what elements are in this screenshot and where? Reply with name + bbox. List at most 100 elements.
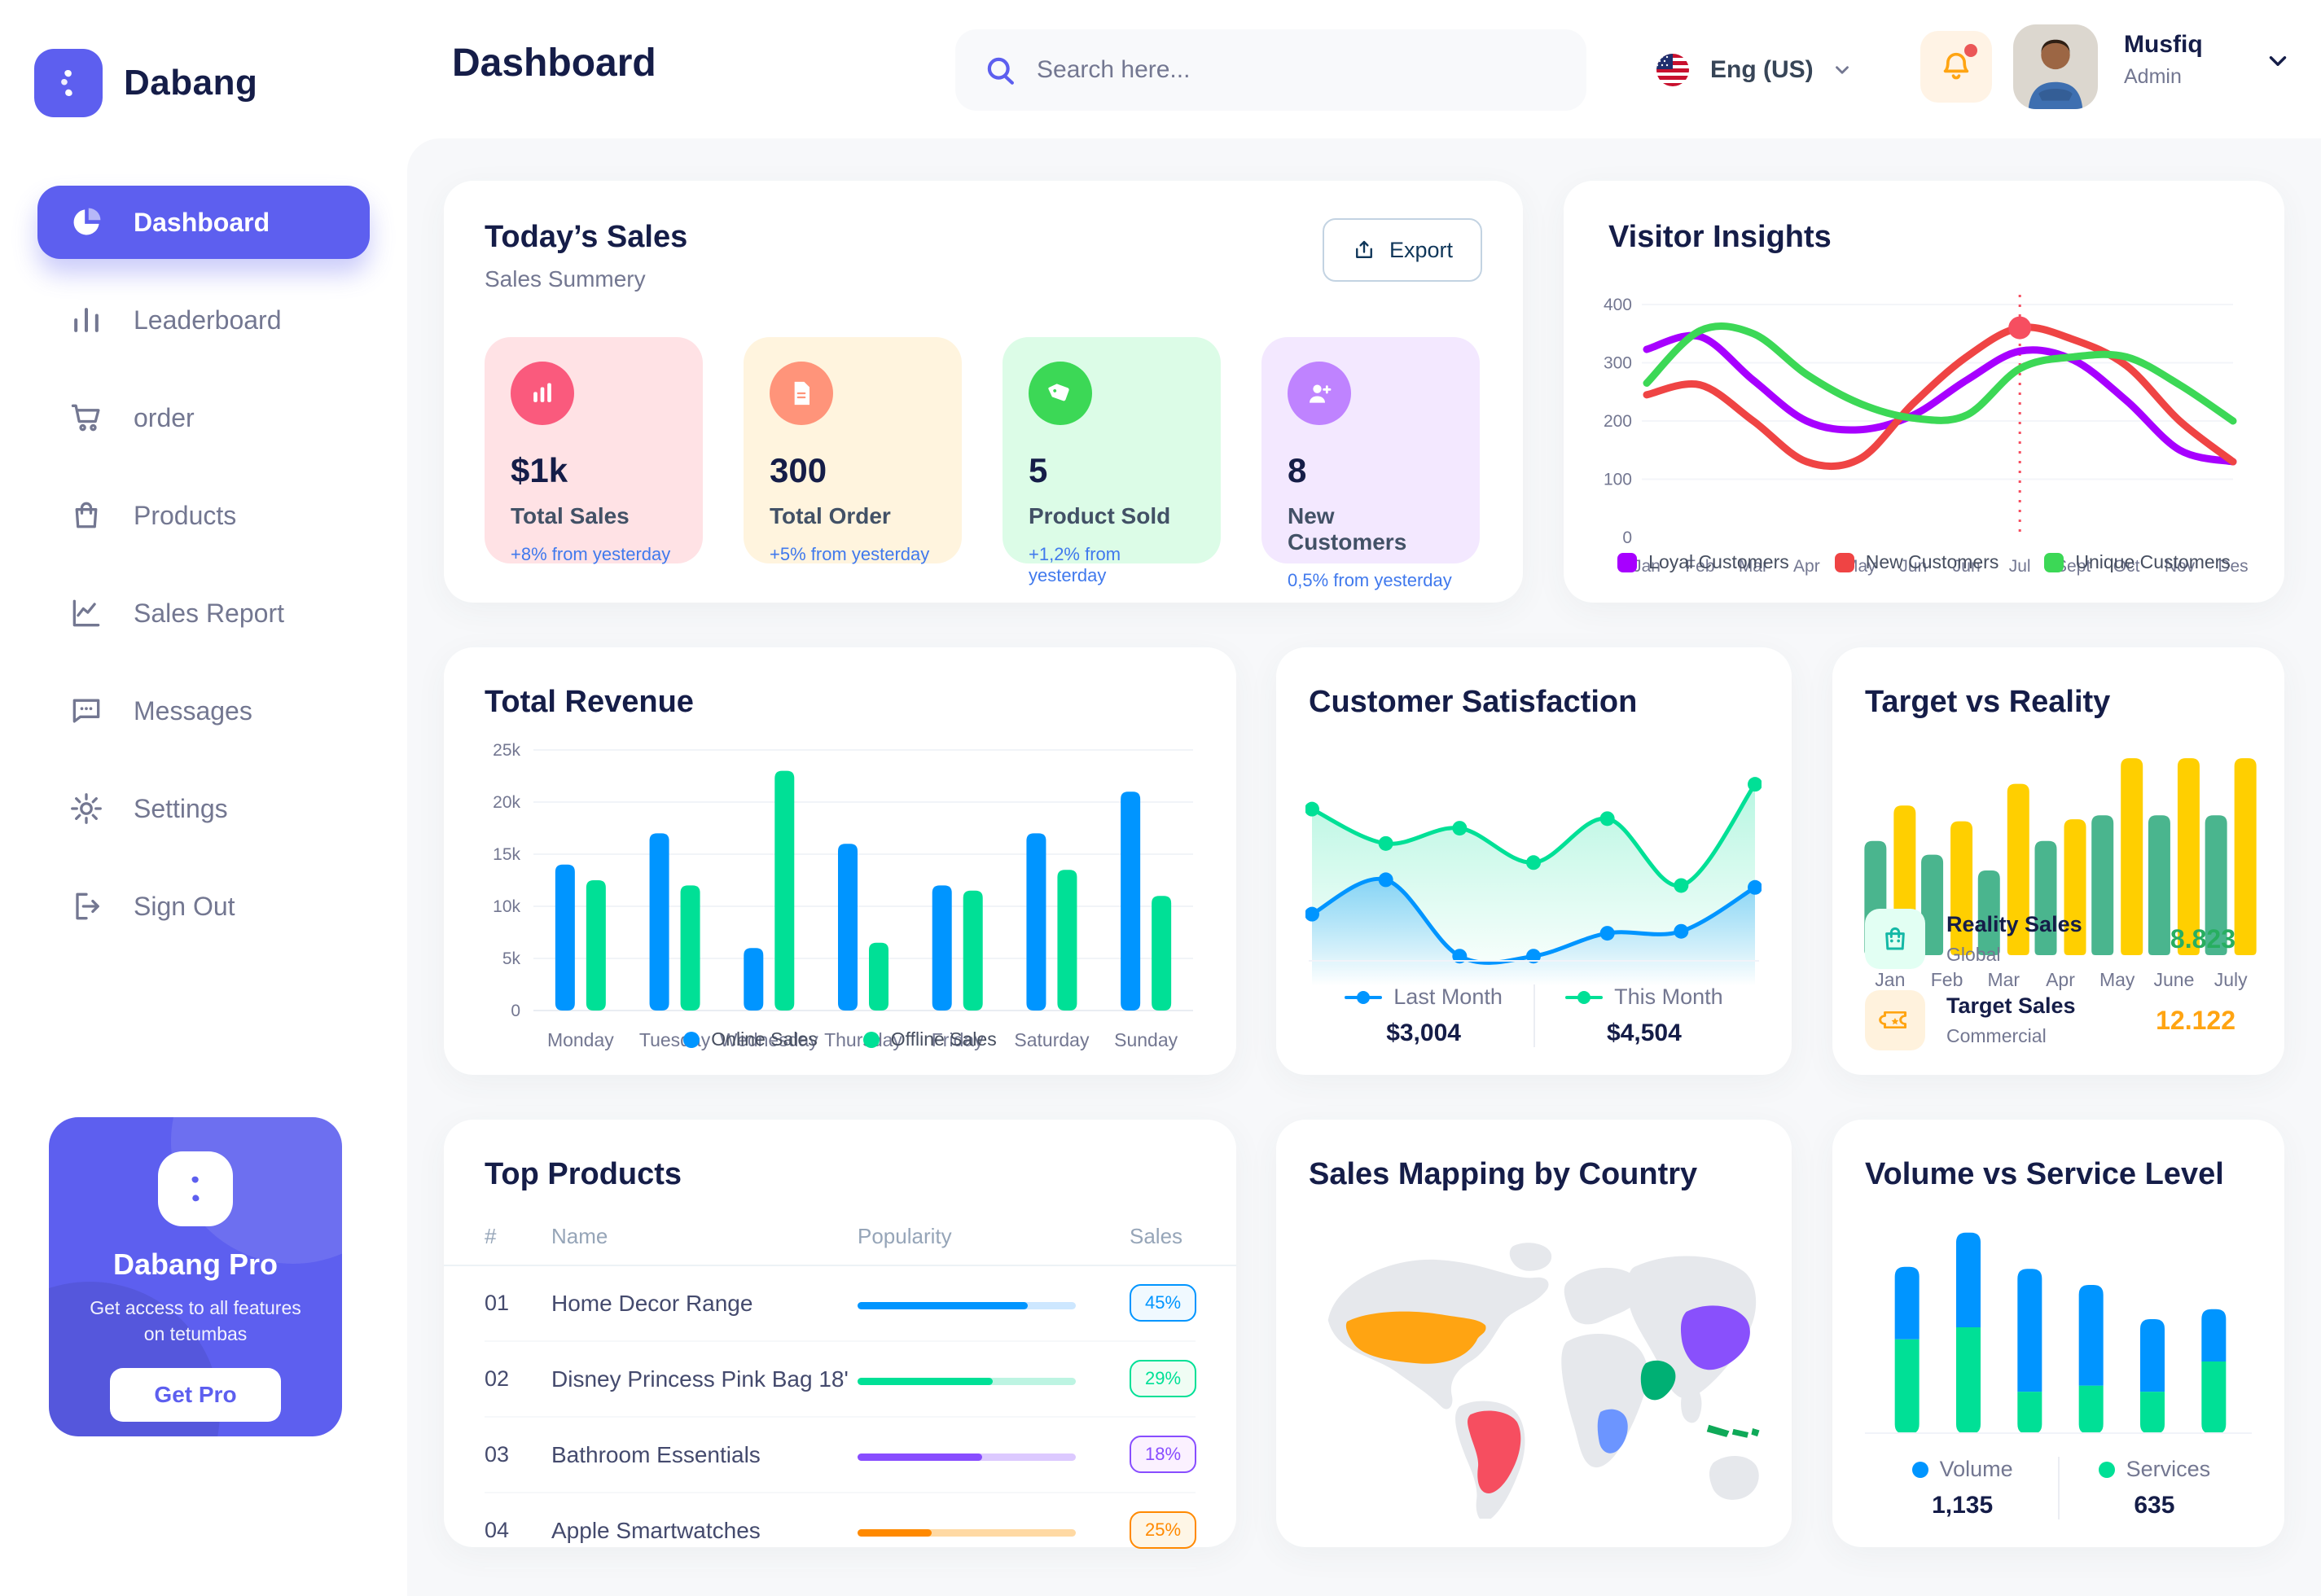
visitor-insights-card: Visitor Insights 0 100 200 300 400 Jan Feb Mar A… [1564, 181, 2284, 603]
svg-text:0: 0 [1622, 528, 1632, 547]
line-chart-icon [68, 595, 104, 631]
customer-satisfaction-chart [1305, 742, 1762, 986]
visitor-insights-title: Visitor Insights [1608, 220, 1832, 254]
svg-text:Nov: Nov [2165, 557, 2196, 576]
sidebar-item-dashboard[interactable]: Dashboard [37, 186, 370, 259]
product-rank: 01 [485, 1291, 510, 1315]
gear-icon [68, 791, 104, 826]
target-vs-reality-legend: Reality Sales Global 8.823 Target Sales Comm… [1865, 888, 2260, 1050]
sidebar-item-sales-report[interactable]: Sales Report [37, 577, 370, 650]
divider [444, 1265, 1236, 1266]
summary-label: Total Order [770, 503, 891, 528]
get-pro-button[interactable]: Get Pro [110, 1368, 281, 1423]
top-products-card: Top Products # Name Popularity Sales 01 H… [444, 1120, 1236, 1569]
summary-value: 300 [770, 451, 827, 489]
sidebar-item-order[interactable]: order [37, 381, 370, 454]
svg-text:5k: 5k [502, 949, 521, 968]
bar-chart-icon [68, 302, 104, 338]
volume-vs-service-legend: Volume 1,135 Services 635 [1865, 1432, 2252, 1519]
language-selector[interactable]: Eng (US) [1653, 34, 1853, 106]
legend-item: Reality Sales Global 8.823 [1865, 909, 2260, 969]
svg-text:Apr: Apr [2046, 969, 2075, 990]
product-rank: 04 [485, 1518, 510, 1542]
sidebar-item-leaderboard[interactable]: Leaderboard [37, 283, 370, 357]
summary-card-total-order: 300 Total Order +5% from yesterday [744, 337, 962, 564]
map-country-china[interactable] [1680, 1305, 1750, 1370]
sidebar-item-messages[interactable]: Messages [37, 674, 370, 748]
svg-text:300: 300 [1604, 354, 1632, 373]
map-country-usa[interactable] [1345, 1311, 1486, 1364]
legend-item: Unique Customers [2044, 551, 2231, 573]
svg-text:Oct: Oct [2113, 557, 2140, 576]
popularity-bar [858, 1454, 1076, 1461]
summary-label: Product Sold [1029, 503, 1171, 528]
table-row: 03 Bathroom Essentials 18% [485, 1418, 1196, 1493]
svg-text:July: July [2214, 969, 2248, 990]
chevron-down-icon[interactable] [2264, 47, 2292, 75]
legend-item: New Customers [1834, 551, 1999, 573]
summary-card-total-sales: $1k Total Sales +8% from yesterday [485, 337, 703, 564]
product-name: Apple Smartwatches [551, 1518, 761, 1543]
product-rank: 02 [485, 1366, 510, 1391]
svg-text:400: 400 [1604, 296, 1632, 314]
pie-chart-icon [68, 204, 104, 240]
todays-sales-subtitle: Sales Summery [485, 266, 646, 292]
divider [1533, 984, 1535, 1047]
svg-text:Wednesday: Wednesday [720, 1029, 819, 1050]
sales-badge: 18% [1130, 1436, 1196, 1473]
summary-delta: +8% from yesterday [511, 544, 671, 564]
search-input[interactable] [1037, 56, 1559, 84]
total-revenue-legend: Online Sales Offline Sales [444, 1028, 1236, 1050]
map-country-indonesia[interactable] [1706, 1424, 1760, 1438]
notifications-button[interactable] [1920, 31, 1992, 103]
us-flag-icon [1653, 50, 1692, 90]
svg-text:20k: 20k [493, 793, 520, 812]
sidebar-item-settings[interactable]: Settings [37, 772, 370, 845]
map-country-dr-congo[interactable] [1597, 1409, 1628, 1454]
table-row: 01 Home Decor Range 45% [485, 1266, 1196, 1342]
sidebar-item-label: order [134, 402, 195, 432]
summary-delta: 0,5% from yesterday [1288, 570, 1452, 590]
target-vs-reality-card: Target vs Reality Jan Feb Mar Apr May June Jul… [1832, 647, 2284, 1075]
sidebar-item-sign-out[interactable]: Sign Out [37, 870, 370, 943]
svg-text:Monday: Monday [547, 1029, 614, 1050]
bag-icon [68, 498, 104, 533]
svg-text:June: June [2153, 969, 2194, 990]
table-row: 04 Apple Smartwatches 25% [485, 1493, 1196, 1569]
search-bar[interactable] [955, 29, 1586, 111]
export-button[interactable]: Export [1322, 218, 1482, 282]
product-name: Bathroom Essentials [551, 1442, 761, 1467]
popularity-bar [858, 1378, 1076, 1385]
sales-mapping-card: Sales Mapping by Country [1276, 1120, 1792, 1547]
user-name: Musfiq [2124, 31, 2203, 58]
sidebar-nav: Dashboard Leaderboard order Products Sales R… [0, 186, 407, 967]
legend-item: Offline Sales [862, 1028, 997, 1050]
legend-item: Services 635 [2068, 1457, 2242, 1519]
world-map [1305, 1217, 1762, 1519]
bell-icon [1943, 52, 1969, 80]
summary-card-product-sold: 5 Product Sold +1,2% from yesterday [1003, 337, 1221, 585]
svg-text:0: 0 [511, 1002, 520, 1020]
header: Dashboard [407, 0, 2321, 138]
map-country-saudi-arabia[interactable] [1640, 1360, 1676, 1401]
legend-item: This Month $4,504 [1543, 984, 1746, 1047]
notification-badge [1964, 44, 1977, 57]
sidebar-item-label: Sales Report [134, 598, 284, 628]
sales-mapping-title: Sales Mapping by Country [1309, 1157, 1698, 1191]
sidebar-item-products[interactable]: Products [37, 479, 370, 552]
summary-delta: +5% from yesterday [770, 544, 930, 564]
map-country-brazil[interactable] [1468, 1410, 1521, 1494]
total-revenue-title: Total Revenue [485, 685, 694, 719]
map-continents [1327, 1243, 1759, 1519]
sidebar-item-label: Sign Out [134, 891, 235, 921]
volume-vs-service-card: Volume vs Service Level Volume 1,135 Servi… [1832, 1120, 2284, 1547]
svg-text:10k: 10k [493, 897, 520, 916]
pro-subtitle: Get access to all features on tetumbas [90, 1297, 301, 1345]
user-info: Musfiq Admin [2124, 31, 2203, 89]
brand-logo-icon [34, 49, 103, 117]
svg-text:Jul: Jul [2009, 557, 2031, 576]
avatar[interactable] [2013, 24, 2098, 109]
summary-value: 5 [1029, 451, 1048, 489]
svg-text:Saturday: Saturday [1014, 1029, 1090, 1050]
